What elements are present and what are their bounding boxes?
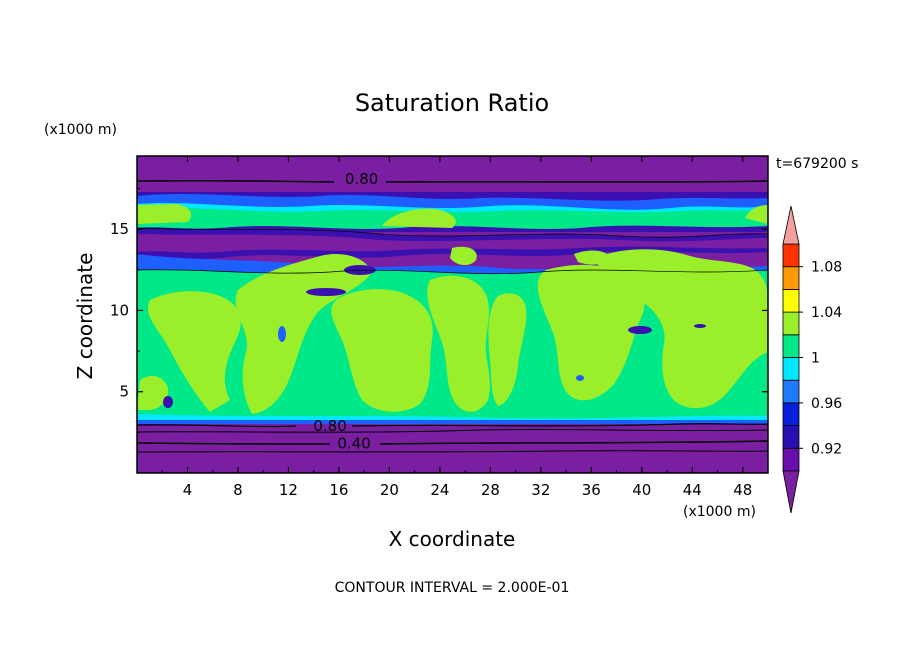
dry-blob — [694, 324, 706, 328]
x-tick-label: 28 — [481, 481, 500, 499]
colorbar-over-triangle — [782, 205, 800, 245]
y-axis-ticks: 5 10 15 — [110, 188, 768, 433]
dry-blob — [306, 288, 346, 296]
lime-plume — [488, 293, 527, 406]
x-tick-label: 40 — [632, 481, 651, 499]
lime-plume — [331, 289, 433, 412]
plot-frame — [136, 155, 769, 474]
x-tick-label: 32 — [531, 481, 550, 499]
lime-plume — [137, 375, 169, 410]
lime-plume — [597, 249, 768, 409]
time-label: t=679200 s — [776, 156, 858, 172]
colorbar-swatch — [782, 379, 800, 404]
x-tick-label: 8 — [233, 481, 243, 499]
y-tick-label: 10 — [110, 301, 129, 319]
colorbar-tick-label: 1 — [811, 351, 820, 367]
contour-label: 0.80 — [313, 417, 346, 435]
lime-plume — [537, 264, 645, 401]
colorbar-swatch — [782, 425, 800, 449]
lime-plume — [427, 275, 490, 412]
x-axis-label: X coordinate — [389, 527, 516, 551]
contour-line-0p80-lower — [137, 423, 768, 428]
colorbar-swatch — [782, 311, 800, 336]
colorbar: 1.08 1.04 1 0.96 0.92 — [782, 205, 842, 514]
colorbar-tick-label: 0.92 — [811, 441, 842, 457]
x-tick-label: 12 — [279, 481, 298, 499]
contour-label: 0.40 — [337, 435, 370, 453]
x-tick-label: 4 — [183, 481, 193, 499]
contour-label-layer: 0.800.800.40 — [313, 170, 378, 453]
x-tick-label: 16 — [329, 481, 348, 499]
colorbar-tick-label: 0.96 — [811, 396, 842, 412]
colorbar-swatch — [782, 288, 800, 313]
dry-blob — [576, 375, 584, 381]
x-tick-label: 36 — [582, 481, 601, 499]
contour-line-0p60 — [137, 428, 768, 433]
dry-blob — [344, 265, 376, 275]
lime-plume — [574, 250, 612, 265]
lime-plume — [450, 246, 477, 266]
contour-line-green-edge — [137, 269, 768, 275]
chart-title: Saturation Ratio — [355, 89, 549, 117]
colorbar-swatch — [782, 447, 800, 472]
colorbar-swatch — [782, 266, 800, 290]
dry-blob — [278, 326, 286, 342]
colorbar-swatch — [782, 334, 800, 358]
y-axis-label: Z coordinate — [73, 253, 97, 380]
dry-blob — [163, 396, 173, 408]
colorbar-tick-label: 1.04 — [811, 305, 842, 321]
y-tick-label: 15 — [110, 220, 129, 238]
upper-lime-patch — [382, 208, 456, 228]
x-tick-label: 48 — [733, 481, 752, 499]
lime-plume — [148, 291, 241, 412]
colorbar-swatch — [782, 357, 800, 381]
upper-lime-patch — [137, 204, 192, 224]
mid-upper-violet-layer — [137, 234, 768, 253]
contour-interval-footer: CONTOUR INTERVAL = 2.000E-01 — [335, 580, 570, 596]
colorbar-under-triangle — [782, 470, 800, 514]
colorbar-tick-label: 1.08 — [811, 260, 842, 276]
contour-line-0p80-upper — [137, 179, 768, 183]
upper-lime-patch — [745, 205, 768, 224]
y-tick-label: 5 — [119, 383, 129, 401]
contour-line-0p40 — [137, 440, 768, 445]
y-unit-label: (x1000 m) — [44, 122, 117, 138]
x-tick-label: 24 — [430, 481, 449, 499]
contour-label: 0.80 — [345, 170, 378, 188]
dry-blob — [628, 326, 652, 334]
x-tick-label: 20 — [380, 481, 399, 499]
contour-lines — [137, 179, 768, 453]
x-axis-ticks: 4 8 12 16 20 24 28 32 36 40 44 48 — [161, 156, 752, 499]
contour-line-0p20 — [137, 450, 768, 453]
contour-line-upper-edge — [137, 227, 768, 238]
x-unit-label: (x1000 m) — [683, 504, 756, 520]
colorbar-swatch — [782, 243, 800, 268]
colorbar-swatch — [782, 402, 800, 426]
x-tick-label: 44 — [683, 481, 702, 499]
lower-dry-zone — [137, 424, 768, 473]
